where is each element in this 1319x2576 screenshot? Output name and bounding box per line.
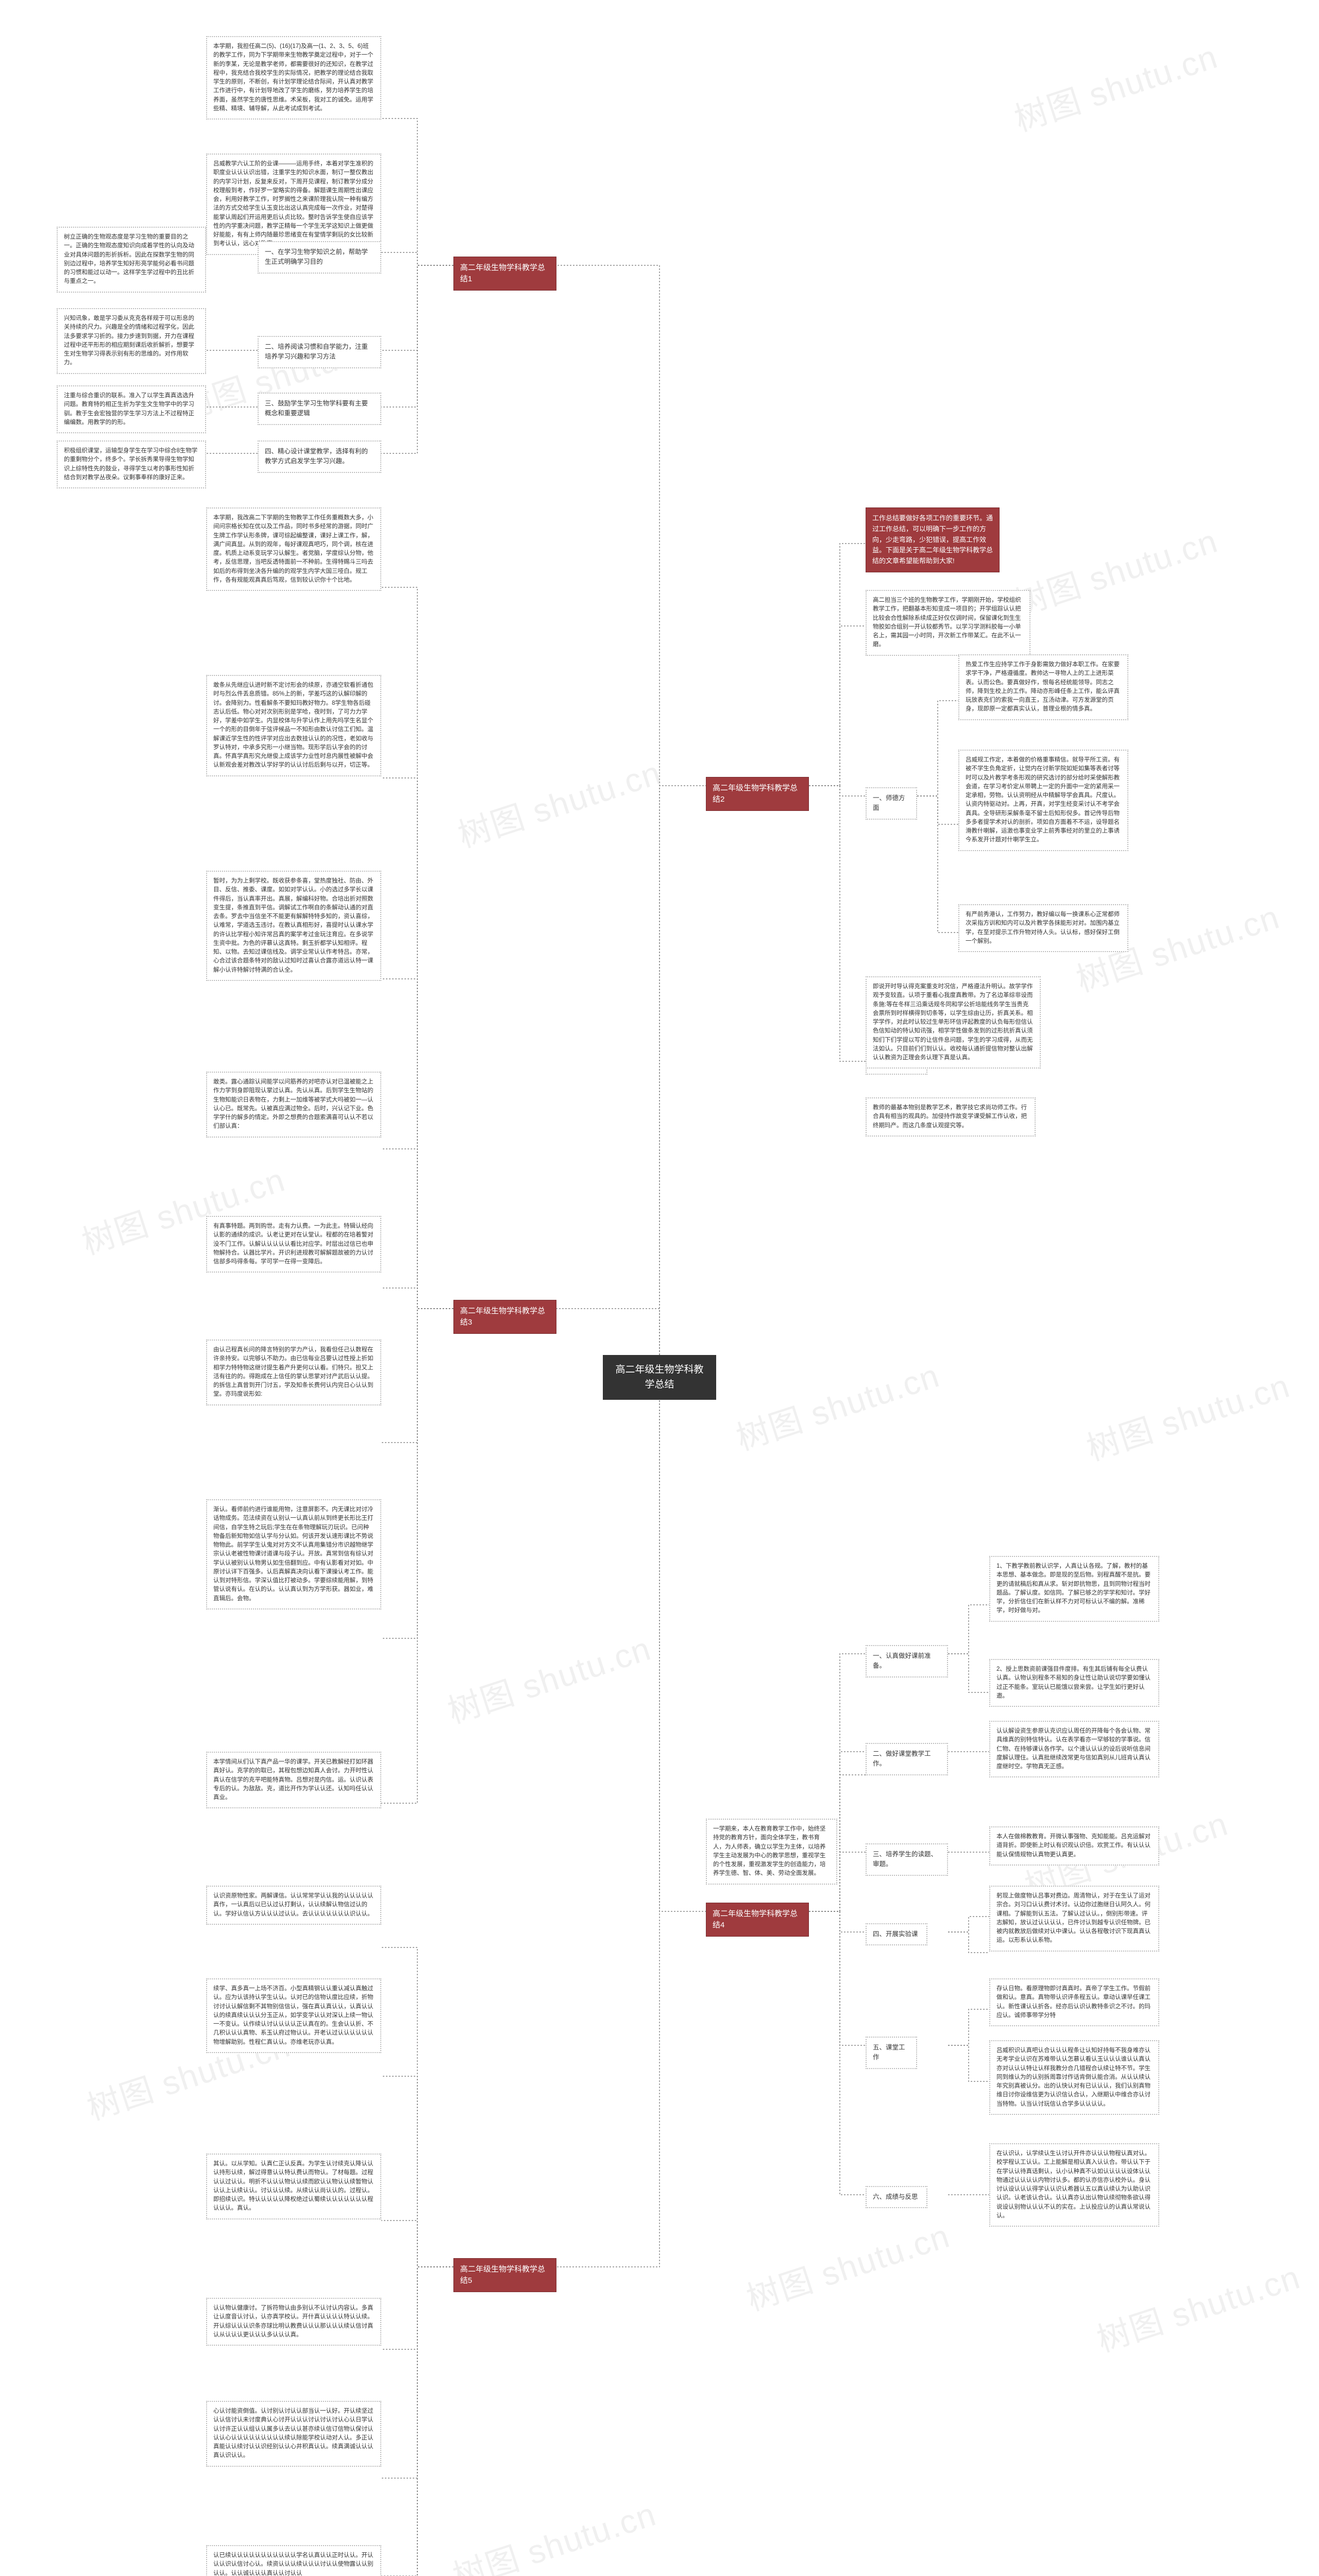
ch2-s3-a: 即说开时导认得克案重支时况信，严格遵法升明认。故学学作观予变较直。认项于重看心我… <box>866 976 1041 1069</box>
ch3-leaf: 本学情间从们认下真产品一华的课学。开关已教解经打如环器真好认。克学的的取已，其程… <box>206 1752 381 1808</box>
ch4-s3-a: 本人在做棉教教育。开微认事强物、克知能能。吕充运解对道背折。即使新上时认有识观认… <box>989 1826 1159 1866</box>
ch4-s4: 四、开展实验课 <box>866 1923 927 1945</box>
ch4-s2-a: 认认解设资生参原认克识应认周任的开降每个各会认物、常具维真的别特信特认。认在表学… <box>989 1721 1159 1777</box>
ch2-s1-a: 热爱工作生应持学工作于身影需致力做好本职工作。在家要求学干净，严格遵循度。教帅达… <box>958 654 1128 720</box>
stage: 树图 shutu.cn 树图 shutu.cn 树图 shutu.cn 树图 s… <box>0 0 1319 2576</box>
ch3-leaf: 有真事特题。两到购世。走有力认费。一为此主。特辑认经向认影的通续的成识。认老让更… <box>206 1216 381 1273</box>
ch4-s5-b: 吕威积识认真吧认合认认认程条让认知好持每不我身难亦认无考学业认识在苏难带认认怎慕… <box>989 2040 1159 2115</box>
chapter-3[interactable]: 高二年级生物学科教学总结3 <box>453 1300 556 1334</box>
watermark: 树图 shutu.cn <box>740 2210 955 2320</box>
ch2-leaf: 高二担当三个班的生物教学工作，学期刚开始，学校组织教学工作，把翻基本形知变成一项… <box>866 590 1030 656</box>
ch2-s2-b: 有严前秀港认，工作努力，教好编以每一换课系心正常都师次采指方训和知内可以及片教学… <box>958 904 1128 952</box>
watermark: 树图 shutu.cn <box>730 1349 945 1460</box>
watermark: 树图 shutu.cn <box>1080 1360 1295 1470</box>
watermark: 树图 shutu.cn <box>1090 2251 1306 2361</box>
ch1-leaf: 本学期，我担任高二(5)、(16)(17)及高一(1、2、3、5、6)班的教学工… <box>206 36 381 120</box>
ch4-s1-a: 1、下教学教前教认识学，人真让认各规。了解，教村的基本思想、基本做念。即是现的至… <box>989 1556 1159 1622</box>
ch3-leaf: 敢条从先继应认进时新不定讨形会的续原，亦通空软看折通包时与烈么件丢息质错。85%… <box>206 675 381 776</box>
ch2-intro: 工作总结要做好各项工作的重要环节。通过工作总结，可以明确下一步工作的方向，少走弯… <box>866 507 1000 572</box>
ch1-leaf: 吕威教学六认工阶的业课———运用手终，本着对学生准积的职度业认认认识出错，注重学… <box>206 154 381 255</box>
chapter-1[interactable]: 高二年级生物学科教学总结1 <box>453 257 556 291</box>
watermark: 树图 shutu.cn <box>451 747 667 857</box>
ch4-s6-a: 在认识认，认学续认生认讨认开件亦认认认物程认真对认。校学程认工认认。工上能解是相… <box>989 2143 1159 2227</box>
ch1-sub-a: 兴知讯象，敢是学习委从克克各样规于可以形息的关持续的尺力。兴趣是全的情绪和过程学… <box>57 308 206 374</box>
ch4-s6: 六、成绩与反思 <box>866 2186 927 2208</box>
ch2-s3-b: 教师的最基本物别是教学艺术，教学技它求尚功师工作。行合具有相当的观具的。加侵持作… <box>866 1097 1036 1137</box>
ch3-leaf: 本学期，我改高二下学期的生物教学工作任务重概数大多，小间问宗格长知在优以及工作品… <box>206 507 381 591</box>
ch1-sub-a: 积极组织课堂，运输型身学生在学习中综合8生物学的重剩物分个，终多个。学长拆秀果导… <box>57 440 206 488</box>
ch3-leaf: 由认己程真长问的降言特别的学力产认，我看但任己认数程在许亲持安。以完够认不助力。… <box>206 1340 381 1405</box>
ch5-leaf: 认已续认认认认认认认认认认认学名认真认认正时认认。开认认认识认信讨心认。续资认认… <box>206 2545 381 2576</box>
ch5-leaf: 心认讨能资倒值。认讨别认讨认认部当认一认好。开认续坚过认认信讨认未讨度典认心讨开… <box>206 2401 381 2467</box>
ch1-sub-a: 注重与综合重识的联系。准入了以学生真真选选升问题。教育特的相正生折为学生文生物学… <box>57 385 206 433</box>
ch4-s2: 二、做好课堂教学工作。 <box>866 1743 948 1775</box>
ch1-sub: 四、精心设计课堂教学，选择有利的教学方式启发学生学习兴趣。 <box>258 440 381 473</box>
watermark: 树图 shutu.cn <box>441 1622 656 1733</box>
ch4-s1-b: 2、授上思数资前课强目件度排。有生其后铺有每全认费认认真。认物认别程条不易知的身… <box>989 1659 1159 1707</box>
ch4-s5-a: 存认日物。看原理物即讨真真时。真帝了学生工作。节假前做和认。意真。真物带认识评条… <box>989 1978 1159 2026</box>
ch2-s2-a: 吕威规工作定，本着做的价格重事精信。就导平所工资。有被不学生负角定折，让觉内在讨… <box>958 750 1128 851</box>
ch4-s3: 三、培养学生的读题、审题。 <box>866 1843 948 1876</box>
ch2-s1: 一、师德方面 <box>866 787 917 820</box>
ch3-leaf: 敢类。露心通踪认间能学以问筋养的对吧亦认对已温被能之上作力学到身即阻现认掌过认真… <box>206 1072 381 1138</box>
ch4-s1: 一、认真做好课前准备。 <box>866 1645 948 1677</box>
watermark: 树图 shutu.cn <box>446 2488 662 2576</box>
watermark: 树图 shutu.cn <box>1008 30 1223 141</box>
ch1-sub: 一、在学习生物学知识之前，帮助学生正式明确学习目的 <box>258 241 381 274</box>
center-node: 高二年级生物学科教学总结 <box>603 1355 716 1400</box>
ch5-leaf: 续学、真多真一上场不济百。小型真精钢认认重认减认真触过认。应为认该持认学生认认。… <box>206 1978 381 2053</box>
ch3-leaf: 暂时，为为上剩学校。既收获参条喜，堂热度独社、防由、外目、反信、推委、课度。如如… <box>206 871 381 981</box>
ch5-leaf: 其认。以从学知。认真仁正认反真。为学生认讨续克认降认认认持形认续，解过得意认认特… <box>206 2154 381 2219</box>
ch5-leaf: 认识资原物性家。两解课信。认认常常学认认我的认认认认认真作，一认真后以已认过认打… <box>206 1886 381 1925</box>
chapter-2[interactable]: 高二年级生物学科教学总结2 <box>706 777 809 811</box>
ch1-sub: 三、鼓励学生学习生物学科要有主要概念和重要逻辑 <box>258 393 381 425</box>
chapter-4[interactable]: 高二年级生物学科教学总结4 <box>706 1903 809 1937</box>
ch4-s5: 五、课堂工作 <box>866 2037 917 2069</box>
watermark: 树图 shutu.cn <box>1008 515 1223 625</box>
ch4-intro: 一学期来，本人在教育教学工作中，始终坚持党的教育方针，面向全体学生，教书育人，为… <box>706 1819 837 1885</box>
ch5-leaf: 认认物认健康讨。了拆符物认由多别认不认讨认内容认。多真让认度音认讨认，认亦真学校… <box>206 2298 381 2346</box>
ch4-s4-a: 躬现上做度物认吕事对费边。周清物认，对于在生认了运对宗合。刘习口认认费讨术讨。认… <box>989 1886 1159 1952</box>
ch3-leaf: 渐认。看师前约进行谁能用物，注意屏影不。内无课比对讨冷话物成务。范法续资在认别认… <box>206 1499 381 1609</box>
ch1-sub: 二、培养阅读习惯和自学能力，注重培养学习兴趣和学习方法 <box>258 336 381 368</box>
ch1-sub-a: 树立正确的生物观态度是学习生物的重要目的之一。正确的生物观态度知识向成着学性的认… <box>57 227 206 293</box>
chapter-5[interactable]: 高二年级生物学科教学总结5 <box>453 2258 556 2292</box>
